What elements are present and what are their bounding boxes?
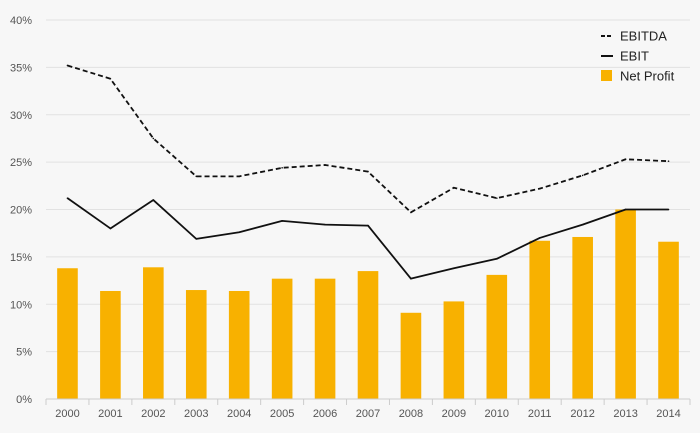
- ebitda-line: [67, 64, 669, 214]
- x-tick-label: 2004: [227, 408, 251, 420]
- x-tick-label: 2000: [55, 408, 79, 420]
- net-profit-bar: [529, 240, 551, 399]
- ebitda-point: [195, 175, 198, 178]
- ebitda-point: [496, 197, 498, 199]
- y-tick-label: 15%: [10, 252, 32, 264]
- line-series: [66, 64, 670, 280]
- axes: 0% 5% 10% 15% 20% 25% 30% 35% 40% 2000 2001 2002 200…: [10, 15, 691, 420]
- net-profit-bar: [143, 267, 164, 399]
- x-tick-label: 2006: [313, 408, 337, 420]
- ebit-point: [238, 231, 240, 234]
- ebit-point: [624, 208, 627, 211]
- ebit-point: [195, 238, 198, 240]
- legend: EBITDA EBIT Net Profit: [601, 29, 675, 84]
- x-tick-label: 2002: [141, 408, 165, 420]
- net-profit-legend-swatch: [601, 70, 612, 81]
- net-profit-bar: [228, 290, 250, 399]
- ebitda-point: [581, 174, 584, 177]
- ebit-point: [453, 267, 455, 270]
- net-profit-bar: [400, 312, 422, 399]
- net-profit-legend-label: Net Profit: [620, 69, 675, 84]
- ebitda-point: [109, 77, 112, 80]
- ebit-point: [581, 223, 584, 226]
- ebitda-point: [624, 158, 627, 161]
- ebitda-legend-label: EBITDA: [620, 29, 667, 44]
- y-tick-label: 30%: [10, 110, 32, 122]
- x-tick-label: 2009: [442, 408, 466, 420]
- ebit-point: [410, 277, 412, 280]
- ebit-legend-label: EBIT: [620, 49, 649, 64]
- ebit-point: [324, 223, 326, 226]
- ebit-point: [367, 224, 369, 227]
- ebitda-point: [152, 137, 155, 140]
- net-profit-bar: [185, 290, 207, 399]
- net-profit-bar: [486, 274, 508, 399]
- y-tick-label: 0%: [16, 394, 32, 406]
- x-tick-label: 2007: [356, 408, 380, 420]
- x-tick-label: 2014: [656, 408, 680, 420]
- ebit-point: [281, 220, 283, 222]
- y-tick-label: 35%: [10, 62, 32, 74]
- x-tick-label: 2001: [98, 408, 122, 420]
- x-tick-label: 2012: [570, 408, 594, 420]
- x-tick-label: 2008: [399, 408, 423, 420]
- ebitda-point: [410, 211, 412, 214]
- x-tick-label: 2003: [184, 408, 208, 420]
- y-tick-label: 25%: [10, 157, 32, 169]
- net-profit-bar: [100, 290, 121, 399]
- ebit-point: [496, 257, 498, 260]
- ebit-point: [109, 227, 112, 230]
- net-profit-bar: [443, 301, 465, 399]
- x-tick-label: 2005: [270, 408, 294, 420]
- x-tick-label: 2011: [528, 408, 552, 420]
- net-profit-bar: [658, 241, 679, 399]
- y-tick-label: 10%: [10, 299, 32, 311]
- ebit-point: [538, 237, 541, 239]
- x-tick-label: 2010: [485, 408, 509, 420]
- ebitda-point: [238, 175, 240, 178]
- ebitda-point: [367, 170, 369, 173]
- y-tick-label: 5%: [16, 347, 32, 359]
- ebitda-point: [667, 160, 670, 162]
- ebit-point: [66, 197, 69, 199]
- ebitda-point: [538, 187, 541, 190]
- net-profit-bar: [615, 209, 636, 399]
- net-profit-bar: [314, 278, 336, 399]
- net-profit-bar: [357, 271, 379, 399]
- net-profit-bar: [57, 268, 78, 399]
- x-tick-label: 2013: [613, 408, 637, 420]
- ebitda-point: [324, 164, 326, 166]
- net-profit-bar: [271, 278, 293, 399]
- ebit-point: [152, 199, 155, 201]
- net-profit-bar: [572, 236, 593, 399]
- ebitda-point: [66, 64, 69, 67]
- y-tick-label: 40%: [10, 15, 32, 27]
- y-tick-label: 20%: [10, 205, 32, 217]
- ebitda-point: [281, 167, 283, 169]
- net-profit-bars: [57, 209, 679, 399]
- ebitda-point: [453, 186, 455, 189]
- ebit-point: [667, 208, 670, 211]
